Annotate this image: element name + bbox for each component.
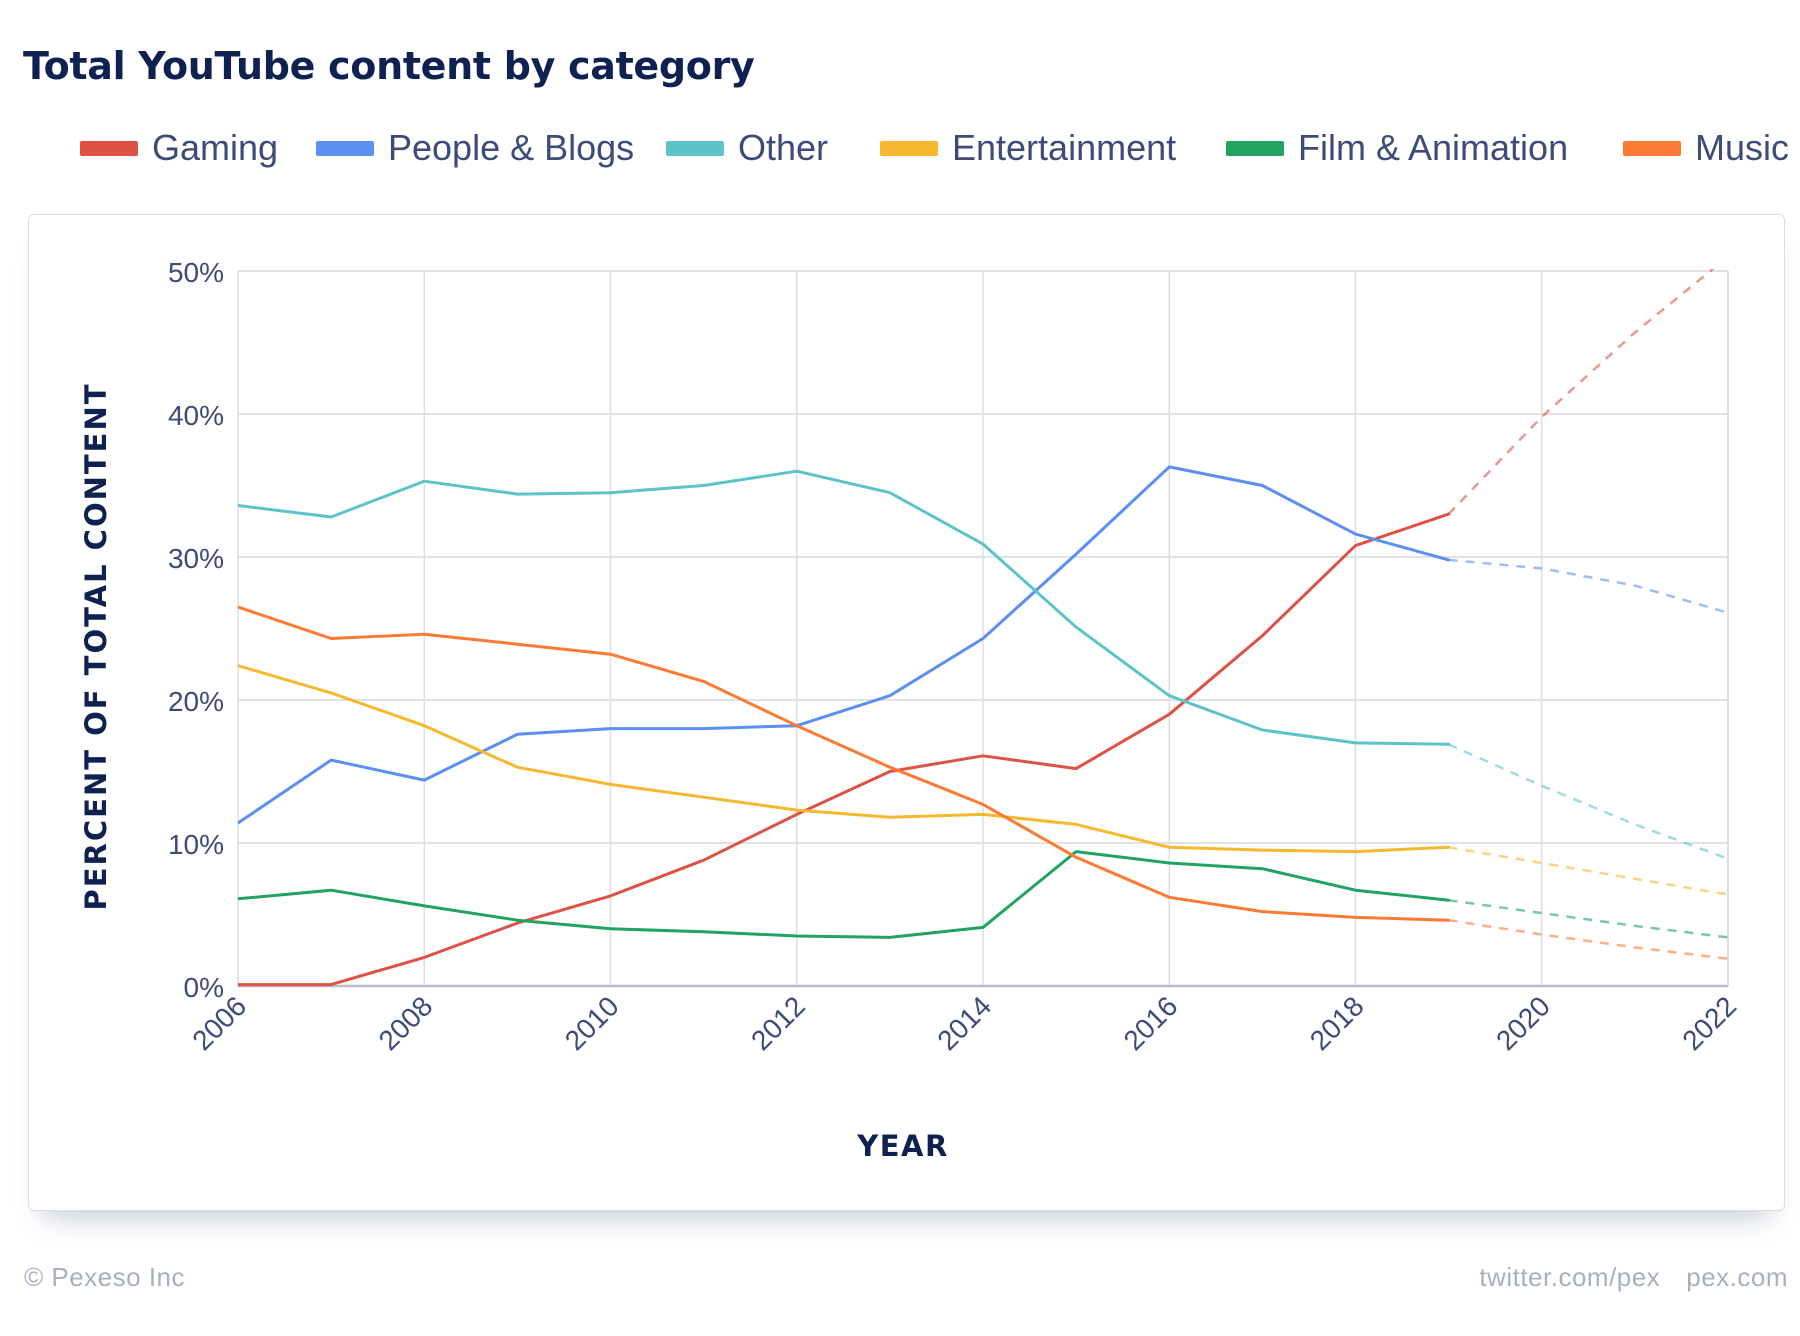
x-tick-label: 2016 xyxy=(1118,990,1184,1056)
series-line xyxy=(238,850,1451,939)
legend-label: People & Blogs xyxy=(388,127,635,168)
x-tick-label: 2012 xyxy=(745,990,811,1056)
projection-line xyxy=(1448,918,1728,961)
x-tick-label: 2022 xyxy=(1676,990,1742,1056)
chart-title: Total YouTube content by category xyxy=(23,44,755,88)
x-tick-label: 2010 xyxy=(559,990,625,1056)
series-line xyxy=(238,469,1451,746)
chart-legend: Gaming People & Blogs Other Entertainment Fi… xyxy=(0,127,1800,168)
y-tick-label: 40% xyxy=(168,400,224,431)
x-tick-label: 2018 xyxy=(1304,990,1370,1056)
legend-swatch xyxy=(80,140,138,156)
site-link[interactable]: pex.com xyxy=(1686,1262,1788,1292)
y-tick-label: 30% xyxy=(168,543,224,574)
legend-label: Film & Animation xyxy=(1298,127,1569,168)
chart-card xyxy=(28,214,1785,1211)
x-axis-title: YEAR xyxy=(856,1129,949,1163)
y-tick-label: 20% xyxy=(168,686,224,717)
legend-label: Music xyxy=(1695,127,1790,168)
legend-label: Gaming xyxy=(152,127,279,168)
legend-swatch xyxy=(1623,140,1681,156)
legend-swatch xyxy=(880,140,938,156)
legend-item[interactable]: Other xyxy=(666,127,829,168)
y-axis-title: PERCENT OF TOTAL CONTENT xyxy=(79,382,113,910)
y-tick-label: 50% xyxy=(168,257,224,288)
series-line xyxy=(238,664,1451,854)
projection-line xyxy=(1448,846,1728,896)
legend-item[interactable]: Entertainment xyxy=(880,127,1177,168)
copyright-text: © Pexeso Inc xyxy=(24,1262,186,1292)
legend-swatch xyxy=(666,140,724,156)
legend-item[interactable]: Gaming xyxy=(80,127,279,168)
series-line xyxy=(238,465,1451,825)
x-tick-label: 2020 xyxy=(1490,990,1556,1056)
y-tick-label: 10% xyxy=(168,829,224,860)
footer-links: twitter.com/pex pex.com xyxy=(1479,1262,1788,1293)
legend-item[interactable]: Film & Animation xyxy=(1226,127,1569,168)
x-tick-label: 2008 xyxy=(373,990,439,1056)
projection-line xyxy=(1448,743,1728,860)
projection-line xyxy=(1447,269,1715,515)
legend-swatch xyxy=(316,140,374,156)
series-lines xyxy=(238,269,1728,987)
y-tick-label: 0% xyxy=(184,972,224,1003)
series-line xyxy=(238,512,1451,987)
series-line xyxy=(238,605,1451,922)
legend-item[interactable]: Music xyxy=(1623,127,1790,168)
x-tick-label: 2014 xyxy=(931,990,997,1056)
legend-item[interactable]: People & Blogs xyxy=(316,127,635,168)
legend-label: Entertainment xyxy=(952,127,1177,168)
twitter-link[interactable]: twitter.com/pex xyxy=(1479,1262,1661,1292)
legend-label: Other xyxy=(738,127,829,168)
projection-line xyxy=(1448,558,1728,614)
legend-swatch xyxy=(1226,140,1284,156)
projection-line xyxy=(1448,898,1728,939)
